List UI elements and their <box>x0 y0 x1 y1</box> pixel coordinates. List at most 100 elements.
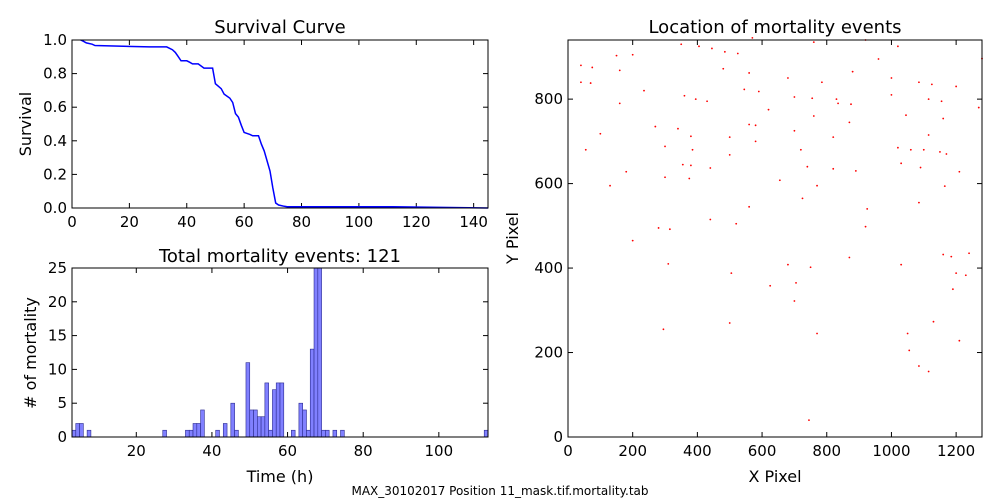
mortality-plot-area <box>71 267 489 438</box>
mortality-point <box>900 263 903 266</box>
mortality-point <box>709 167 712 169</box>
mortality-point <box>793 300 796 302</box>
y-tick-label: 800 <box>534 90 563 108</box>
y-tick-label: 1.0 <box>43 31 67 49</box>
mortality-point <box>757 90 760 93</box>
mortality-bar <box>234 429 239 438</box>
mortality-point <box>832 136 835 139</box>
mortality-point <box>919 166 922 169</box>
mortality-bar <box>291 429 296 438</box>
mortality-point <box>851 70 854 73</box>
mortality-bar <box>192 423 198 438</box>
mortality-bar <box>298 402 303 438</box>
location-panel: Location of mortality events Y Pixel X P… <box>503 17 983 486</box>
x-tick-label: 200 <box>618 442 647 460</box>
mortality-bar <box>79 423 84 438</box>
mortality-ylabel: # of mortality <box>21 297 40 409</box>
mortality-bar <box>75 423 80 438</box>
x-tick-label: 400 <box>683 442 712 460</box>
y-tick-label: 400 <box>534 259 563 277</box>
mortality-point <box>832 167 835 170</box>
mortality-point <box>643 89 645 92</box>
mortality-point <box>657 227 660 229</box>
mortality-point <box>743 88 746 91</box>
location-ylabel: Y Pixel <box>503 212 522 265</box>
mortality-point <box>677 127 679 130</box>
mortality-point <box>964 274 967 277</box>
mortality-bar <box>245 362 251 438</box>
mortality-point <box>940 100 943 103</box>
y-tick-label: 0.6 <box>43 98 67 116</box>
mortality-point <box>951 288 954 291</box>
mortality-point <box>681 163 684 166</box>
x-tick-label: 140 <box>459 213 488 231</box>
x-tick-label: 0 <box>67 213 77 231</box>
mortality-bar <box>272 389 277 438</box>
y-tick-label: 0.4 <box>43 132 67 150</box>
mortality-point <box>618 69 621 72</box>
mortality-point <box>890 94 893 96</box>
location-points <box>580 36 983 422</box>
mortality-point <box>927 134 930 136</box>
mortality-point <box>787 263 789 266</box>
mortality-bar <box>260 416 266 438</box>
mortality-bar <box>309 348 315 438</box>
mortality-point <box>897 45 899 48</box>
mortality-point <box>816 332 818 335</box>
mortality-bar <box>200 409 205 438</box>
mortality-point <box>778 179 781 182</box>
y-tick-label: 200 <box>534 344 563 362</box>
mortality-bar <box>313 267 319 438</box>
mortality-point <box>837 102 839 105</box>
mortality-point <box>820 81 823 84</box>
mortality-point <box>580 64 582 67</box>
mortality-point <box>848 256 851 259</box>
mortality-point <box>932 320 935 323</box>
y-tick-label: 0 <box>553 428 563 446</box>
mortality-point <box>958 170 961 173</box>
mortality-bar <box>275 382 281 438</box>
y-tick-label: 15 <box>48 327 67 345</box>
mortality-title: Total mortality events: 121 <box>158 246 401 267</box>
mortality-point <box>787 77 789 79</box>
x-tick-label: 800 <box>812 442 841 460</box>
mortality-bar <box>185 429 190 438</box>
x-tick-label: 100 <box>345 213 374 231</box>
location-title: Location of mortality events <box>648 17 901 38</box>
mortality-bar <box>340 429 345 438</box>
x-tick-label: 20 <box>127 442 146 460</box>
survival-series-line <box>80 39 489 209</box>
mortality-point <box>589 82 592 84</box>
mortality-point <box>751 36 754 39</box>
mortality-point <box>694 98 697 101</box>
y-tick-label: 20 <box>48 293 67 311</box>
mortality-point <box>664 176 666 179</box>
x-tick-label: 40 <box>177 213 196 231</box>
location-xlabel: X Pixel <box>748 467 801 486</box>
x-tick-label: 120 <box>402 213 431 231</box>
mortality-point <box>816 184 818 187</box>
mortality-point <box>942 253 945 256</box>
mortality-point <box>683 94 686 97</box>
mortality-point <box>908 349 911 352</box>
mortality-point <box>690 135 692 138</box>
mortality-bar <box>257 416 262 438</box>
mortality-point <box>631 239 634 242</box>
mortality-point <box>728 322 731 324</box>
mortality-point <box>584 148 587 151</box>
y-tick-label: 600 <box>534 175 563 193</box>
y-tick-label: 0.0 <box>43 199 67 217</box>
x-tick-label: 40 <box>202 442 221 460</box>
mortality-point <box>735 222 738 225</box>
mortality-point <box>799 148 802 151</box>
mortality-point <box>769 284 772 287</box>
mortality-point <box>691 148 694 151</box>
mortality-point <box>866 208 869 210</box>
figure-footer: MAX_30102017 Position 11_mask.tif.mortal… <box>351 484 648 498</box>
mortality-point <box>728 136 731 139</box>
mortality-point <box>795 281 797 284</box>
mortality-point <box>748 205 751 208</box>
mortality-bar <box>71 429 77 438</box>
survival-plot-area <box>71 39 489 209</box>
mortality-point <box>909 148 912 151</box>
